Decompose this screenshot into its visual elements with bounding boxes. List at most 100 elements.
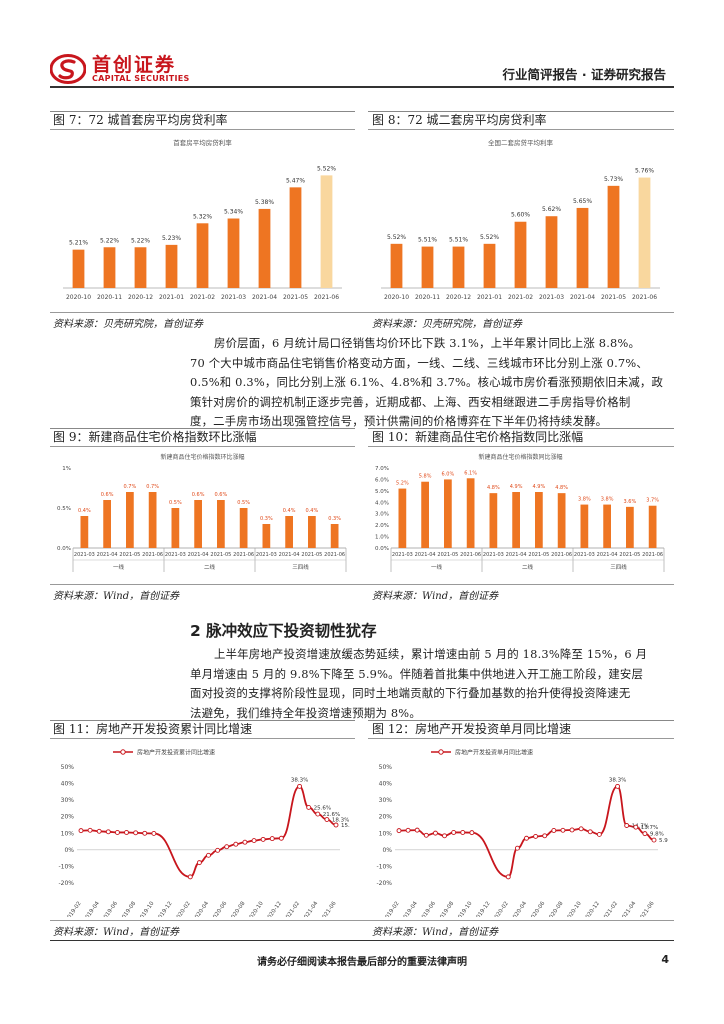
group-label: 三四线 <box>292 563 309 571</box>
data-point <box>432 830 438 836</box>
bar <box>217 500 225 548</box>
bar <box>308 516 316 548</box>
figure-title-top-rule <box>50 428 355 429</box>
data-point <box>460 830 466 835</box>
y-tick-label: 10% <box>379 830 393 837</box>
x-tick-label: 2021-04 <box>597 552 618 558</box>
x-tick-label: 2021-04 <box>188 552 209 558</box>
x-tick-label: 2020-04 <box>510 900 528 917</box>
x-tick-label: 2021-04 <box>570 294 595 301</box>
x-tick-label: 2019-02 <box>65 901 83 917</box>
group-label: 一线 <box>113 563 125 571</box>
logo-chinese-name: 首创证券 <box>92 54 177 76</box>
y-tick-label: 40% <box>61 781 75 788</box>
data-point <box>615 783 621 789</box>
data-point <box>105 829 111 835</box>
x-tick-label: 2021-06 <box>142 552 163 558</box>
x-tick-label: 2021-05 <box>283 294 308 301</box>
data-point <box>315 811 321 817</box>
x-tick-label: 2020-02 <box>492 901 510 917</box>
bar <box>320 175 333 288</box>
x-tick-label: 2021-06 <box>638 900 656 917</box>
x-tick-label: 2021-06 <box>320 900 338 917</box>
x-tick-label: 2021-03 <box>574 552 595 558</box>
bar <box>545 216 558 288</box>
data-point <box>251 838 257 844</box>
x-tick-label: 2019-10 <box>455 900 473 917</box>
y-tick-label: -10% <box>376 863 392 870</box>
x-tick-label: 2021-02 <box>508 294 533 301</box>
data-label: 4.8% <box>555 485 568 491</box>
data-label: 3.7% <box>646 498 659 504</box>
bar <box>148 492 157 548</box>
bar <box>171 508 180 548</box>
figure-12-source: 资料来源：Wind，首创证券 <box>372 927 499 938</box>
data-label: 14.7% <box>632 823 649 829</box>
data-point <box>114 830 120 835</box>
data-label: 4.9% <box>533 484 546 490</box>
data-point <box>423 832 429 838</box>
chart-svg: 房地产开发投资累计同比增速 50% 40% 30% 20% 10% 0% -10% -20% 38… <box>58 749 350 918</box>
data-label: 5.23% <box>162 235 181 242</box>
data-label: 0.6% <box>101 492 114 498</box>
bar <box>514 221 527 288</box>
bar <box>626 506 634 548</box>
data-point <box>533 833 539 839</box>
x-tick-label: 2020-08 <box>546 900 564 917</box>
data-point <box>587 829 593 835</box>
logo-english-name: CAPITAL SECURITIES <box>92 74 190 83</box>
figure-title-top-rule <box>368 428 674 429</box>
data-label: 0.5% <box>169 500 182 506</box>
chart-svg: 新建商品住宅价格指数同比涨幅 7.0% 6.0% 5.0% 4.0% 3.0% 2.0% 1.… <box>375 453 665 572</box>
data-point <box>333 822 339 828</box>
x-tick-label: 2021-04 <box>97 552 118 558</box>
x-tick-label: 2021-05 <box>210 552 231 558</box>
x-tick-label: 2019-04 <box>83 900 101 917</box>
x-tick-label: 2021-06 <box>314 294 339 301</box>
source-rule <box>50 312 674 313</box>
paragraph-line: 上半年房地产投资增速放缓态势延续，累计增速由前 5 月的 18.3%降至 15%… <box>214 647 648 661</box>
bar <box>239 508 248 548</box>
data-label: 5.65% <box>573 198 592 205</box>
data-label: 0.6% <box>192 492 205 498</box>
y-tick-label: 2.0% <box>375 523 389 529</box>
legend-marker <box>120 749 126 755</box>
data-label: 4.9% <box>510 484 523 490</box>
y-tick-label: 20% <box>379 814 393 821</box>
x-tick-label: 2020-12 <box>128 294 153 301</box>
data-point <box>96 828 102 834</box>
x-tick-label: 2020-12 <box>583 901 601 917</box>
data-label: 25.6% <box>314 805 331 811</box>
data-label: 15.0% <box>341 823 350 829</box>
data-label: 5.73% <box>604 176 623 183</box>
paragraph-line: 房价层面，6 月统计局口径销售均价环比下跌 3.1%，上半年累计同比上涨 8.8… <box>214 336 641 350</box>
data-label: 5.76% <box>635 168 654 175</box>
page-number: 4 <box>661 953 669 966</box>
bar <box>103 247 116 288</box>
x-tick-label: 2021-03 <box>539 294 564 301</box>
y-tick-label: 0.0% <box>57 546 71 552</box>
x-tick-label: 2020-06 <box>528 900 546 917</box>
figure-8-bar-chart: 全国二套房贷平均利率 5.52% 2020-10 5.51% 2020-11 5.51% 2… <box>373 133 668 308</box>
data-label: 0.3% <box>260 516 273 522</box>
x-tick-label: 2021-06 <box>632 294 657 301</box>
data-label: 5.9% <box>659 838 668 844</box>
data-point <box>242 839 248 845</box>
bar <box>489 493 498 548</box>
bar <box>638 177 651 288</box>
paragraph-line: 70 个大中城市商品住宅销售价格变动方面，一线、二线、三线城市环比分别上涨 0.… <box>190 355 648 370</box>
figure-8-source: 资料来源：贝壳研究院，首创证券 <box>372 319 522 330</box>
data-point <box>206 852 211 858</box>
data-label: 0.6% <box>215 492 228 498</box>
bar <box>103 500 111 548</box>
figure-title-bottom-rule <box>50 446 355 447</box>
y-tick-label: 3.0% <box>375 512 389 518</box>
data-label: 5.52% <box>480 234 499 241</box>
x-tick-label: 2021-04 <box>279 552 300 558</box>
data-point <box>469 830 475 836</box>
data-label: 5.22% <box>100 237 119 244</box>
x-tick-label: 2021-01 <box>477 294 502 301</box>
x-tick-label: 2020-11 <box>415 294 440 301</box>
data-label: 5.52% <box>387 234 406 241</box>
x-tick-label: 2020-06 <box>210 900 228 917</box>
